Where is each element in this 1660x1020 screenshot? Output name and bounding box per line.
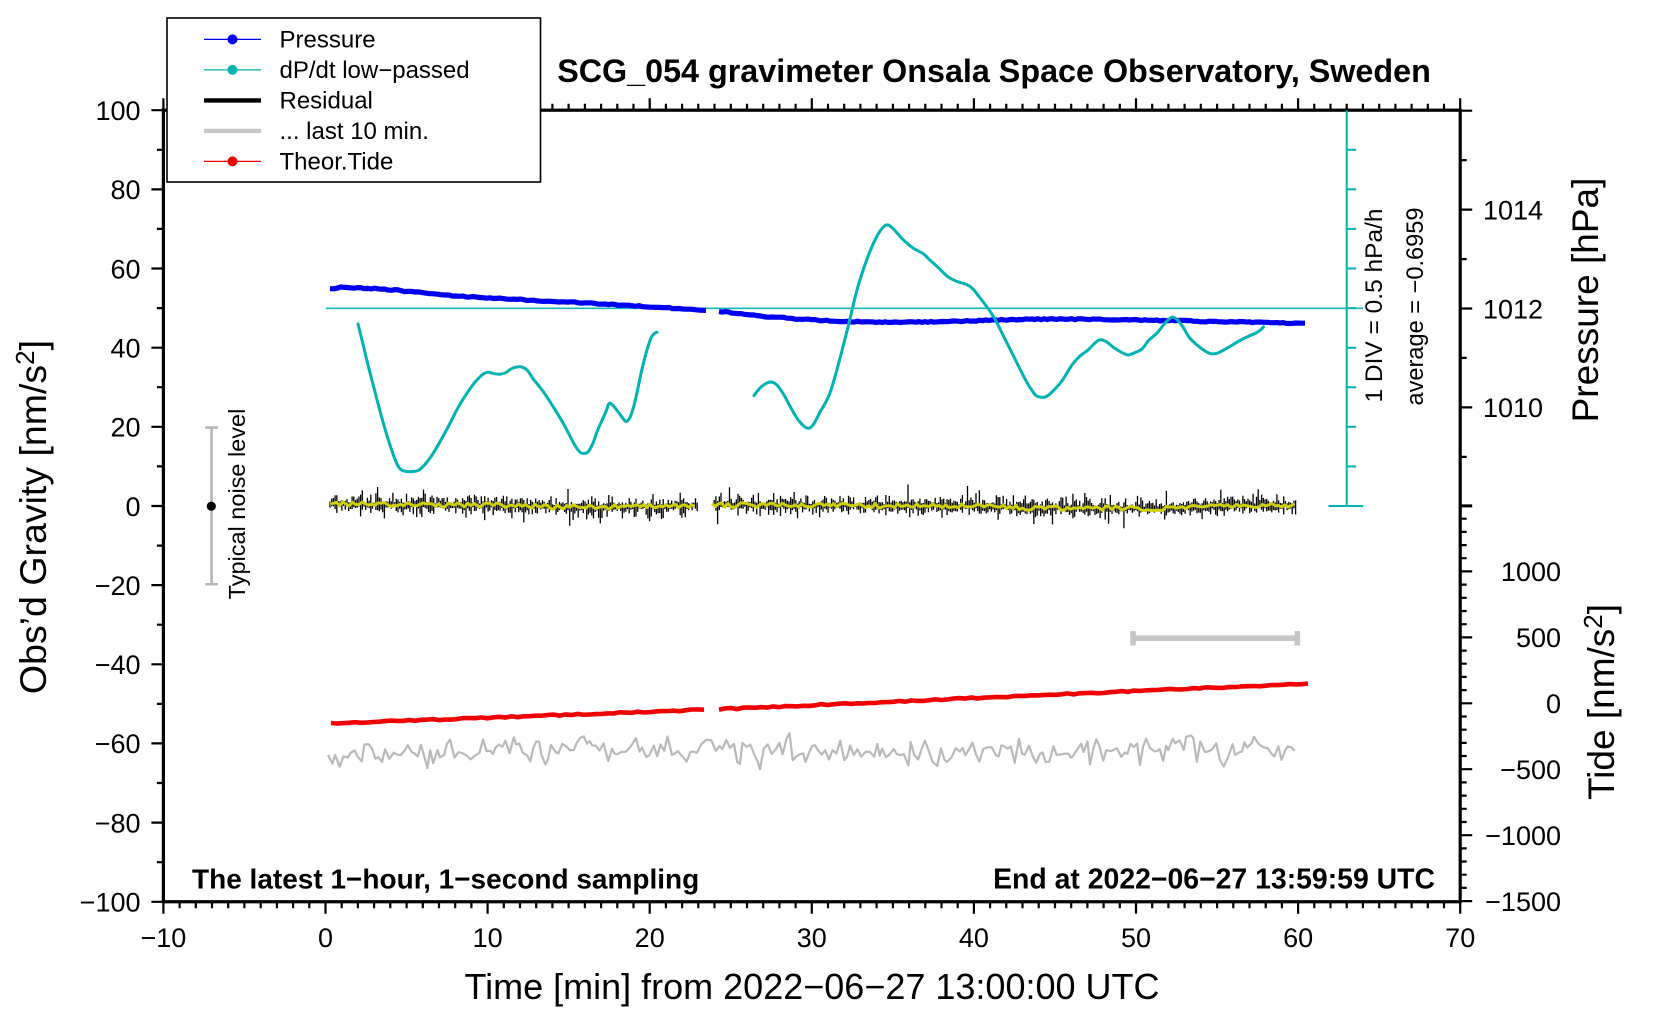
svg-text:−40: −40 [95,650,141,680]
svg-text:30: 30 [797,923,827,953]
svg-text:The latest 1−hour, 1−second sa: The latest 1−hour, 1−second sampling [192,864,699,895]
svg-text:−1000: −1000 [1485,821,1561,851]
svg-text:Typical noise level: Typical noise level [224,409,250,600]
svg-text:20: 20 [635,923,665,953]
svg-text:40: 40 [959,923,989,953]
svg-text:−80: −80 [95,808,141,838]
svg-text:70: 70 [1445,923,1475,953]
svg-text:Pressure [hPa]: Pressure [hPa] [1565,178,1606,423]
svg-text:80: 80 [110,175,140,205]
svg-text:Obs’d Gravity [nm/s2]: Obs’d Gravity [nm/s2] [10,340,54,694]
svg-text:20: 20 [110,413,140,443]
svg-text:1012: 1012 [1483,294,1543,324]
svg-text:Pressure: Pressure [280,27,376,54]
svg-text:−10: −10 [140,923,186,953]
svg-text:... last 10 min.: ... last 10 min. [280,118,429,145]
svg-text:−60: −60 [95,729,141,759]
svg-text:SCG_054 gravimeter Onsala Spac: SCG_054 gravimeter Onsala Space Observat… [557,53,1431,89]
svg-text:−500: −500 [1500,755,1561,785]
svg-text:40: 40 [110,334,140,364]
svg-text:End at 2022−06−27 13:59:59 UTC: End at 2022−06−27 13:59:59 UTC [993,864,1435,896]
svg-text:1000: 1000 [1501,557,1561,587]
svg-text:1014: 1014 [1483,195,1543,225]
svg-text:Tide [nm/s2]: Tide [nm/s2] [1578,604,1622,800]
svg-text:Residual: Residual [280,88,373,115]
svg-text:50: 50 [1121,923,1151,953]
svg-text:1 DIV = 0.5 hPa/h: 1 DIV = 0.5 hPa/h [1361,208,1388,402]
svg-text:10: 10 [473,923,503,953]
svg-text:100: 100 [95,96,140,126]
svg-text:0: 0 [318,923,333,953]
svg-text:−100: −100 [80,888,141,918]
svg-text:dP/dt low−passed: dP/dt low−passed [280,57,470,84]
svg-text:Theor.Tide: Theor.Tide [280,149,394,176]
svg-text:500: 500 [1516,623,1561,653]
svg-text:Time [min] from 2022−06−27 13:: Time [min] from 2022−06−27 13:00:00 UTC [464,966,1159,1007]
svg-text:0: 0 [125,492,140,522]
svg-text:60: 60 [110,254,140,284]
svg-text:60: 60 [1283,923,1313,953]
svg-text:0: 0 [1546,689,1561,719]
svg-text:1010: 1010 [1483,393,1543,423]
svg-text:−1500: −1500 [1485,887,1561,917]
svg-text:−20: −20 [95,571,141,601]
svg-text:average = −0.6959: average = −0.6959 [1403,207,1429,405]
